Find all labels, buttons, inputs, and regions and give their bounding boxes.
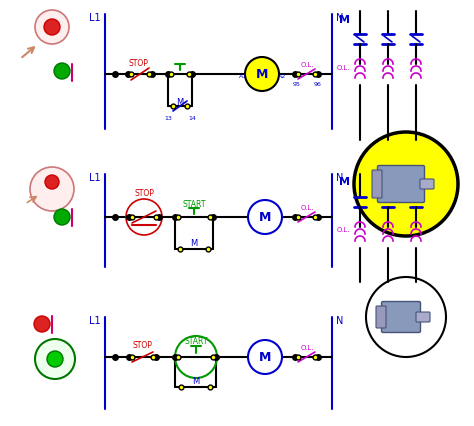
Circle shape [34,316,50,332]
Text: N: N [336,315,343,325]
Text: L1: L1 [90,173,101,183]
Text: 14: 14 [188,115,196,120]
Text: A2: A2 [278,73,286,78]
Text: START: START [182,200,206,209]
Text: M: M [176,98,183,107]
Circle shape [45,176,59,190]
Text: M: M [339,177,350,187]
Text: N: N [336,173,343,183]
Circle shape [47,351,63,367]
FancyBboxPatch shape [416,312,430,322]
Text: O.L.: O.L. [300,62,314,68]
FancyBboxPatch shape [376,306,386,328]
FancyBboxPatch shape [382,302,420,333]
Text: M: M [259,211,271,224]
Text: L1: L1 [90,315,101,325]
Text: STOP: STOP [134,189,154,198]
Circle shape [30,167,74,211]
Text: M: M [259,351,271,364]
Circle shape [54,64,70,80]
Text: STOP: STOP [132,341,152,350]
Text: O.L.: O.L. [300,344,314,350]
Circle shape [366,277,446,357]
Text: M: M [339,15,350,25]
Text: START: START [184,337,208,345]
FancyBboxPatch shape [420,180,434,190]
Text: N: N [336,13,343,23]
Circle shape [44,20,60,36]
Text: L1: L1 [90,13,101,23]
FancyBboxPatch shape [377,166,425,203]
Text: 96: 96 [314,81,322,86]
Text: A1: A1 [239,73,247,78]
Circle shape [54,210,70,225]
Circle shape [245,58,279,92]
Circle shape [354,132,458,236]
Circle shape [248,201,282,234]
Text: 95: 95 [293,81,301,86]
Text: STOP: STOP [128,59,148,68]
Circle shape [35,339,75,379]
Text: O.L.: O.L. [337,65,350,71]
Text: 13: 13 [164,115,172,120]
Text: M: M [256,68,268,81]
Circle shape [248,340,282,374]
Text: O.L.: O.L. [300,204,314,210]
Circle shape [35,11,69,45]
Text: M: M [191,239,198,248]
FancyBboxPatch shape [372,170,382,199]
Text: O.L.: O.L. [337,227,350,233]
Text: M: M [192,376,200,385]
